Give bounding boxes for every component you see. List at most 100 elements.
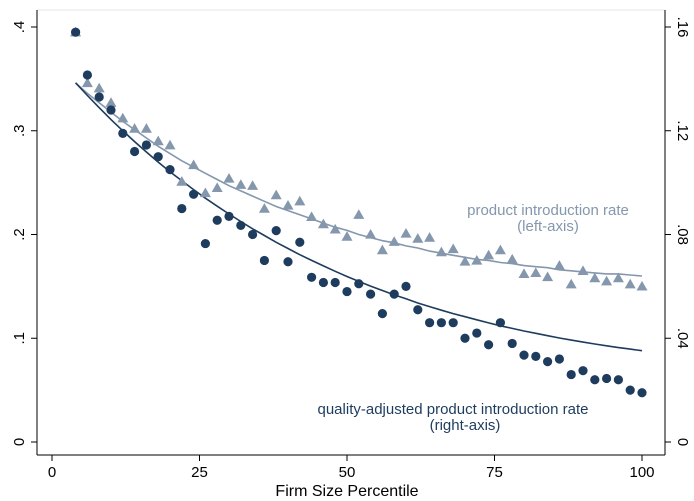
y-left-tick-label: 0 (11, 438, 28, 446)
data-point-triangle (188, 159, 200, 170)
data-point-triangle (506, 253, 518, 264)
data-point-triangle (471, 254, 483, 265)
data-point-circle (590, 375, 600, 385)
data-point-triangle (93, 82, 105, 93)
y-right-tick-label: .12 (674, 120, 691, 141)
data-point-circle (130, 146, 140, 157)
data-point-circle (141, 140, 151, 150)
annotation-right-series-line1: quality-adjusted product introduction ra… (318, 401, 589, 418)
data-point-circle (448, 318, 458, 328)
data-point-triangle (140, 123, 152, 133)
data-point-circle (224, 211, 234, 221)
data-point-circle (189, 189, 199, 199)
data-point-circle (401, 281, 411, 291)
data-point-circle (342, 286, 352, 297)
data-point-circle (236, 220, 246, 231)
annotation-left-series-line2: (left-axis) (517, 218, 579, 235)
data-point-triangle (329, 223, 341, 234)
data-point-circle (165, 165, 175, 175)
data-point-triangle (459, 255, 471, 266)
y-left-tick-label: .2 (11, 228, 28, 241)
data-point-circle (625, 385, 635, 395)
data-point-circle (295, 237, 305, 247)
data-point-circle (283, 257, 293, 267)
data-point-triangle (282, 199, 294, 210)
y-right-tick-label: .16 (674, 17, 691, 38)
data-point-circle (413, 305, 423, 315)
x-tick-label: 50 (339, 464, 356, 481)
annotation-left-series-line1: product introduction rate (467, 202, 629, 219)
data-point-triangle (412, 233, 424, 243)
data-point-triangle (435, 246, 447, 257)
data-point-circle (460, 333, 470, 343)
data-point-circle (177, 203, 187, 214)
data-point-triangle (388, 236, 400, 246)
x-axis-title: Firm Size Percentile (275, 483, 418, 500)
fit-line-left-series (75, 82, 643, 277)
data-point-triangle (105, 97, 117, 107)
data-point-triangle (530, 267, 542, 278)
data-point-circle (377, 309, 387, 319)
axes (36, 9, 666, 456)
data-point-triangle (553, 260, 565, 270)
data-point-circle (484, 340, 494, 350)
data-point-triangle (270, 189, 282, 200)
data-point-triangle (129, 123, 141, 133)
x-tick-label: 100 (629, 464, 654, 481)
data-point-circle (637, 388, 647, 398)
data-point-triangle (400, 227, 412, 238)
data-point-circle (106, 105, 116, 115)
data-point-circle (543, 356, 553, 367)
data-point-circle (366, 289, 376, 299)
data-point-circle (507, 338, 517, 349)
data-point-circle (578, 366, 588, 376)
data-point-triangle (483, 249, 495, 260)
data-point-triangle (518, 268, 530, 279)
data-point-triangle (494, 244, 506, 255)
data-point-triangle (199, 187, 211, 198)
data-point-circle (200, 238, 210, 249)
data-point-circle (248, 229, 258, 240)
data-point-circle (425, 318, 435, 328)
data-point-circle (212, 215, 222, 225)
data-point-triangle (424, 232, 436, 242)
y-right-tick-label: 0 (674, 438, 691, 446)
data-point-circle (153, 152, 163, 162)
data-point-circle (82, 70, 92, 80)
data-point-triangle (306, 211, 318, 221)
y-right-tick-label: .08 (674, 224, 691, 245)
x-tick-label: 0 (48, 464, 56, 481)
data-point-triangle (223, 172, 235, 183)
data-point-circle (389, 289, 399, 299)
y-right-tick-label: .04 (674, 328, 691, 349)
data-point-circle (554, 354, 565, 364)
y-left-tick-label: .3 (11, 124, 28, 137)
data-point-triangle (542, 271, 554, 282)
data-point-triangle (365, 229, 377, 239)
data-point-triangle (447, 243, 459, 254)
data-point-circle (495, 318, 505, 328)
data-point-triangle (294, 195, 306, 206)
data-point-triangle (565, 278, 577, 289)
data-point-triangle (376, 244, 388, 255)
y-left-tick-label: .1 (11, 332, 28, 345)
y-left-tick-label: .4 (11, 21, 28, 34)
data-point-triangle (341, 231, 353, 241)
data-point-triangle (117, 112, 129, 123)
data-point-triangle (164, 139, 176, 150)
data-point-circle (94, 92, 104, 102)
data-point-circle (271, 226, 281, 236)
data-point-circle (307, 272, 317, 282)
data-point-triangle (211, 182, 223, 192)
data-point-circle (613, 375, 624, 385)
data-point-circle (602, 373, 612, 384)
data-markers (70, 26, 648, 398)
data-point-circle (118, 128, 128, 138)
data-point-triangle (577, 265, 589, 275)
data-point-triangle (235, 179, 247, 189)
data-point-circle (259, 255, 269, 266)
data-point-circle (566, 369, 576, 380)
data-point-triangle (152, 135, 164, 146)
annotation-right-series-line2: (right-axis) (430, 417, 501, 434)
